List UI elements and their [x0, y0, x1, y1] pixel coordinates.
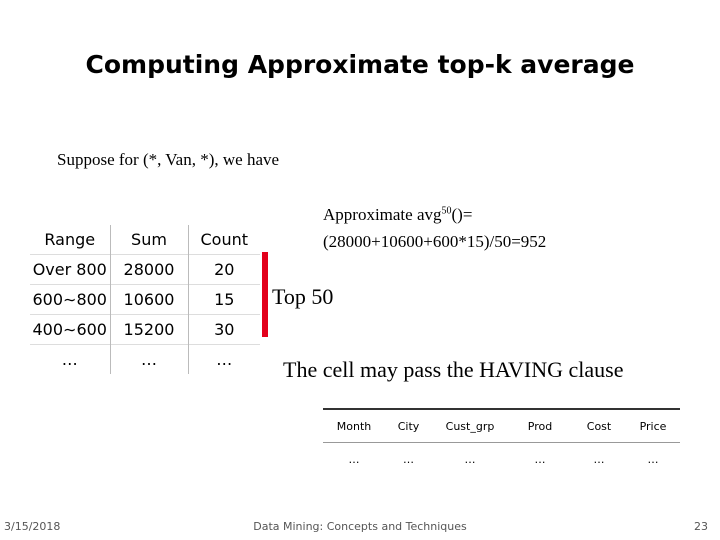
header-cell: City — [385, 408, 432, 443]
table-cell: 28000 — [109, 254, 188, 285]
intro: Suppose for (*, Van, *), we have — [57, 150, 280, 169]
table-cell: 15200 — [109, 314, 188, 345]
table-cell: 15 — [187, 284, 260, 315]
table-row: Over 800 28000 20 — [30, 254, 260, 285]
table-row: ……… — [30, 344, 260, 374]
table-cell: … — [109, 344, 188, 374]
table-cell: … — [593, 452, 605, 466]
header-row: Range Sum Count — [30, 225, 260, 255]
header-row: Month City Cust_grp Prod Cost Price — [323, 408, 680, 443]
cell-table: Month City Cust_grp Prod Cost Price … … … … … … — [323, 408, 680, 475]
header-cell: Prod — [508, 408, 572, 443]
slide-title: Computing Approximate top-k average — [85, 50, 635, 79]
table-cell: 10600 — [109, 284, 188, 315]
header-cell: Count — [187, 225, 260, 255]
table-cell: 400∼600 — [30, 314, 110, 345]
table-cell: 20 — [187, 254, 260, 285]
table-cell: … — [30, 344, 110, 374]
bracket-label: Top 50 — [272, 284, 334, 309]
table-row: … … … … … … — [323, 443, 680, 476]
header-cell: Month — [323, 408, 385, 443]
table-cell: 30 — [187, 314, 260, 345]
formula-superscript: 50 — [441, 205, 452, 217]
table-cell: … — [647, 452, 659, 466]
table-row: 600∼800 10600 15 — [30, 284, 260, 315]
formula-text: Approximate avg — [323, 205, 442, 224]
table-cell: … — [348, 452, 360, 466]
red-bracket — [262, 252, 268, 337]
formula-label: Approximate avg50()= — [323, 205, 472, 225]
formula-expression: (28000+10600+600*15)/50=952 — [323, 232, 547, 251]
footer-date: 3/15/2018 — [4, 520, 61, 533]
table-cell: … — [187, 344, 260, 374]
page-number: 23 — [694, 520, 708, 533]
table-cell: … — [403, 452, 414, 466]
header-cell: Cust_grp — [432, 408, 508, 443]
header-cell: Cost — [572, 408, 626, 443]
header-cell: Sum — [109, 225, 188, 255]
range-table: Range Sum Count Over 800 28000 20 600∼800 10… — [30, 225, 260, 374]
header-cell: Range — [44, 230, 96, 249]
table-cell: Over 800 — [30, 254, 110, 285]
table-cell: … — [534, 452, 546, 466]
note: The cell may pass the HAVING clause — [283, 357, 624, 382]
table-row: 400∼600 15200 30 — [30, 314, 260, 345]
table-cell: … — [464, 452, 476, 466]
table-cell: 600∼800 — [30, 284, 110, 315]
footer-center: Data Mining: Concepts and Techniques — [253, 520, 467, 533]
header-cell: Price — [626, 408, 680, 443]
formula-suffix: ()= — [451, 205, 473, 224]
